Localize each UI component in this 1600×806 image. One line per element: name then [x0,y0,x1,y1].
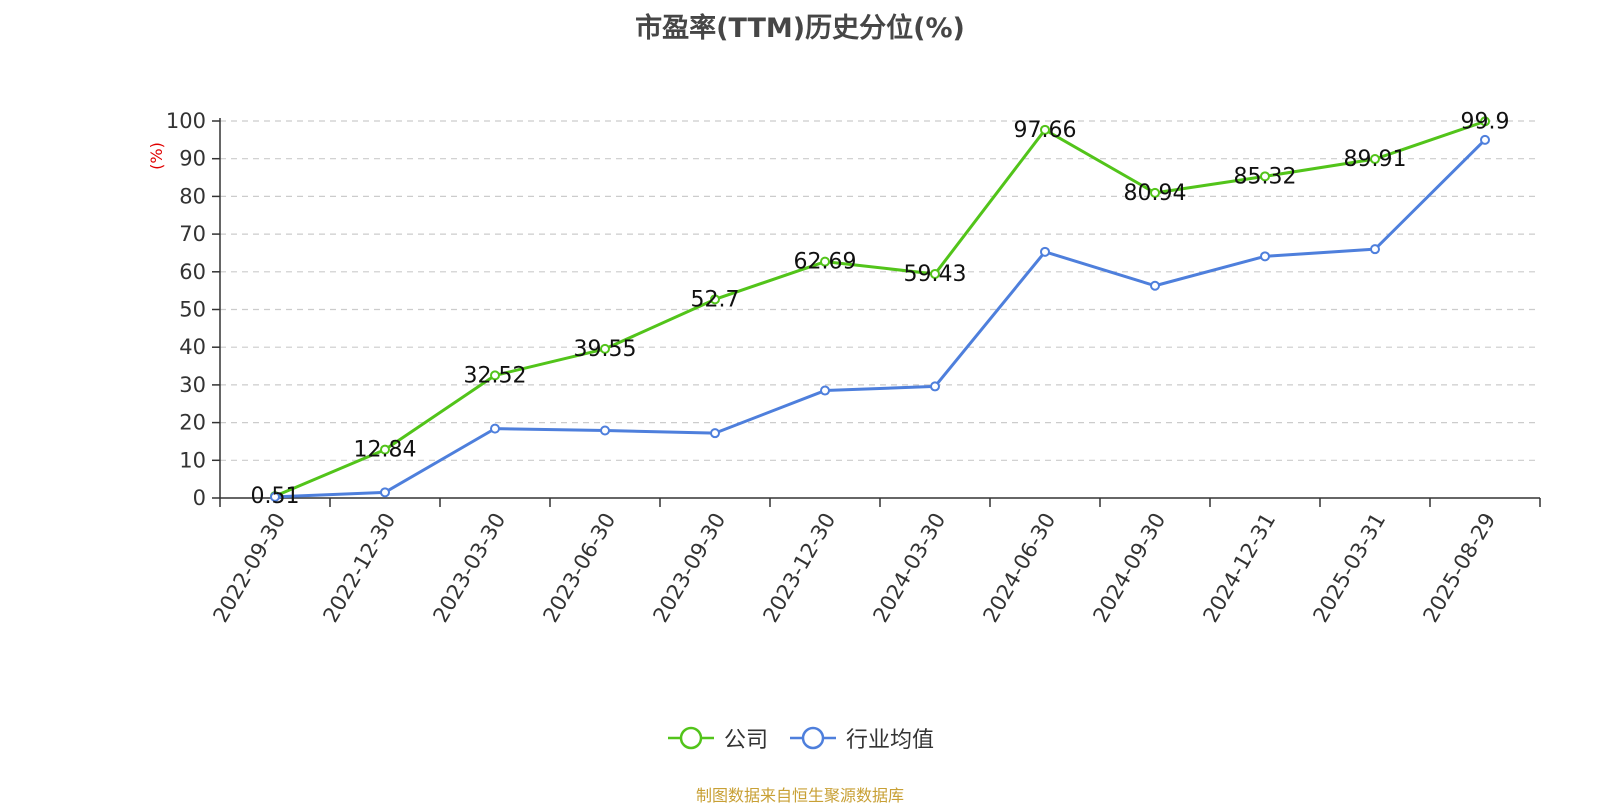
x-tick-label: 2022-12-30 [318,509,400,627]
x-tick-label: 2024-09-30 [1088,509,1170,627]
data-point[interactable] [930,381,940,392]
legend: 公司 行业均值 [0,722,1600,754]
data-label: 39.55 [574,337,637,362]
data-label: 0.51 [251,484,300,509]
x-tick-label: 2025-03-31 [1308,509,1390,627]
data-label: 99.9 [1461,109,1510,134]
data-point[interactable] [1260,171,1270,182]
data-point[interactable] [380,444,390,455]
data-point[interactable] [930,268,940,279]
legend-label: 行业均值 [846,728,935,753]
y-tick-label: 60 [179,260,206,284]
y-tick-label: 70 [179,222,206,246]
y-tick-label: 40 [179,335,206,359]
data-point[interactable] [270,491,280,502]
data-label: 32.52 [464,363,527,388]
y-tick-label: 30 [179,373,206,397]
source-note: 制图数据来自恒生聚源数据库 [695,786,904,805]
y-tick-label: 10 [179,448,206,472]
x-tick-label: 2023-12-30 [758,509,840,627]
x-tick-label: 2025-08-29 [1418,509,1500,627]
data-point[interactable] [1370,154,1380,165]
data-point[interactable] [820,385,830,396]
legend-item[interactable]: 公司 [666,722,768,754]
data-point[interactable] [490,370,500,381]
data-point[interactable] [1040,246,1050,257]
data-point[interactable] [490,423,500,434]
data-point[interactable] [710,428,720,439]
y-tick-label: 50 [179,298,206,322]
data-label: 97.66 [1014,118,1077,143]
data-point[interactable] [380,487,390,498]
data-label: 62.69 [794,250,857,275]
data-point[interactable] [600,343,610,354]
data-point[interactable] [1480,134,1490,145]
data-label: 12.84 [354,438,417,463]
legend-line-circle-icon [790,726,836,750]
data-point[interactable] [1150,280,1160,291]
y-tick-label: 80 [179,184,206,208]
data-label: 52.7 [691,287,740,312]
data-point[interactable] [820,256,830,267]
x-tick-label: 2024-03-30 [868,509,950,627]
y-tick-label: 20 [179,411,206,435]
x-tick-label: 2023-09-30 [648,509,730,627]
data-label: 59.43 [904,262,967,287]
series-line [274,138,1487,499]
data-point[interactable] [1040,124,1050,135]
legend-item[interactable]: 行业均值 [788,722,934,754]
data-point[interactable] [1260,251,1270,262]
y-axis-label: (%) [147,142,166,170]
y-tick-label: 100 [166,109,206,133]
data-label: 80.94 [1124,181,1187,206]
data-point[interactable] [1480,116,1490,127]
data-label: 85.32 [1234,164,1297,189]
series-line [274,119,1486,498]
data-point[interactable] [600,425,610,436]
x-tick-label: 2023-06-30 [538,509,620,627]
x-tick-label: 2024-12-31 [1198,509,1280,627]
data-label: 89.91 [1344,147,1407,172]
data-point[interactable] [1370,244,1380,255]
data-point[interactable] [1150,187,1160,198]
x-tick-label: 2024-06-30 [978,509,1060,627]
x-tick-label: 2023-03-30 [428,509,510,627]
chart-title: 市盈率(TTM)历史分位(%) [635,13,965,44]
y-tick-label: 90 [179,147,206,171]
data-point[interactable] [710,294,720,305]
legend-label: 公司 [723,728,768,753]
x-tick-label: 2022-09-30 [208,509,290,627]
y-tick-label: 0 [193,486,206,510]
legend-line-circle-icon [667,726,714,750]
